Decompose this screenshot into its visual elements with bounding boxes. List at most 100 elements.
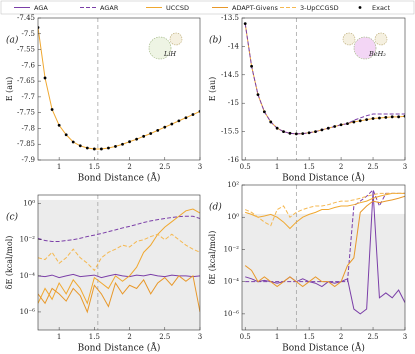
- y-tick-label: -15.5: [221, 128, 239, 136]
- legend-label: AGAR: [100, 4, 119, 12]
- series-line: [38, 274, 200, 314]
- y-tick-label: -7.7: [22, 93, 36, 101]
- x-tick-label: 3: [198, 333, 202, 341]
- x-tick-label: 0.5: [240, 163, 251, 171]
- data-point: [198, 110, 200, 113]
- data-point: [156, 128, 160, 132]
- x-axis-label: Bond Distance (Å): [78, 342, 161, 354]
- plot-area: [38, 195, 200, 330]
- y-tick-label: -7.65: [17, 77, 35, 85]
- legend: AGA AGAR UCCSD ADAPT-Givens 3-UpCCGSD Exact: [0, 0, 415, 15]
- axes-frame: [241, 17, 406, 161]
- y-axis-label: δE (kcal/mol): [208, 231, 217, 285]
- data-point: [92, 147, 96, 151]
- y-tick-label: -7.75: [17, 109, 35, 117]
- x-tick-label: 2: [127, 333, 131, 341]
- y-tick-label: 10⁻²: [20, 236, 36, 244]
- data-point: [85, 146, 89, 150]
- data-point: [269, 120, 273, 124]
- series-line: [38, 215, 200, 242]
- accuracy-region: [38, 199, 200, 330]
- x-tick-label: 1: [275, 163, 279, 171]
- data-point: [50, 108, 54, 111]
- data-point: [397, 115, 401, 119]
- plot-area: [243, 18, 405, 160]
- y-tick-label: -7.45: [17, 14, 35, 22]
- data-point: [64, 133, 68, 137]
- legend-marker: [358, 6, 362, 9]
- plot-area: [38, 18, 200, 160]
- data-point: [184, 116, 188, 120]
- x-tick-label: 1.5: [304, 163, 315, 171]
- x-tick-label: 0.5: [240, 333, 251, 341]
- y-tick-label: 10⁰: [227, 213, 239, 221]
- x-tick-label: 1: [57, 333, 61, 341]
- data-point: [38, 26, 40, 29]
- panel-label: (b): [209, 35, 222, 46]
- y-tick-label: -7.5: [22, 30, 36, 38]
- data-point: [43, 76, 47, 80]
- molecule-label: LiH: [163, 50, 176, 58]
- series-line: [244, 195, 405, 288]
- x-tick-label: 3: [198, 163, 202, 171]
- data-point: [282, 130, 285, 134]
- data-point: [288, 131, 292, 135]
- y-tick-label: 10²: [227, 181, 239, 189]
- data-point: [256, 93, 260, 97]
- y-tick-label: -7.8: [22, 124, 36, 132]
- data-point: [99, 147, 103, 151]
- x-axis-label: Bond Distance (Å): [78, 172, 161, 184]
- data-point: [262, 110, 266, 114]
- y-axis-label: E (au): [208, 77, 217, 102]
- y-tick-label: 10⁻²: [224, 245, 240, 253]
- y-tick-label: -14: [228, 42, 240, 50]
- x-tick-label: 2.5: [367, 333, 378, 341]
- series-line: [244, 23, 405, 135]
- axes-frame: [37, 17, 201, 161]
- y-tick-label: 10⁻⁴: [224, 278, 240, 286]
- data-point: [121, 142, 124, 146]
- data-point: [390, 115, 394, 119]
- molecule-label: BeH₂: [368, 50, 386, 58]
- accuracy-region: [242, 213, 405, 330]
- data-point: [135, 137, 139, 141]
- axes-frame: [241, 184, 406, 331]
- x-tick-label: 1.5: [89, 333, 100, 341]
- x-axis-label: Bond Distance (Å): [282, 172, 365, 184]
- y-tick-label: -16: [228, 156, 240, 164]
- data-point: [114, 145, 117, 148]
- molecule-atom: [148, 36, 172, 60]
- y-tick-label: 10⁻⁶: [20, 308, 36, 316]
- y-axis-label: E (au): [5, 77, 14, 102]
- y-tick-label: 10⁰: [23, 200, 35, 208]
- y-tick-label: -7.6: [22, 61, 36, 69]
- x-tick-label: 2.5: [159, 163, 170, 171]
- data-point: [107, 146, 110, 150]
- data-point: [384, 116, 388, 119]
- data-point: [365, 118, 369, 122]
- x-tick-label: 3: [403, 333, 407, 341]
- data-point: [243, 22, 247, 26]
- data-point: [326, 126, 330, 130]
- data-point: [71, 140, 75, 144]
- data-point: [142, 134, 146, 138]
- x-tick-label: 2.5: [159, 333, 170, 341]
- y-tick-label: -15: [228, 99, 239, 107]
- series-line: [38, 233, 200, 272]
- x-tick-label: 3: [403, 163, 407, 171]
- x-tick-label: 2: [339, 163, 343, 171]
- y-tick-label: -13.5: [221, 14, 239, 22]
- data-point: [170, 122, 174, 126]
- x-tick-label: 2.5: [367, 163, 378, 171]
- data-point: [307, 131, 311, 135]
- data-point: [403, 114, 405, 118]
- series-line: [38, 273, 200, 279]
- y-tick-label: 10⁻⁶: [224, 310, 240, 318]
- legend-label: ADAPT-Givens: [232, 4, 278, 12]
- data-point: [250, 64, 253, 68]
- x-tick-label: 1: [57, 163, 61, 171]
- data-point: [378, 116, 381, 120]
- molecule-atom: [374, 32, 388, 46]
- y-axis-label: δE (kcal/mol): [5, 236, 14, 290]
